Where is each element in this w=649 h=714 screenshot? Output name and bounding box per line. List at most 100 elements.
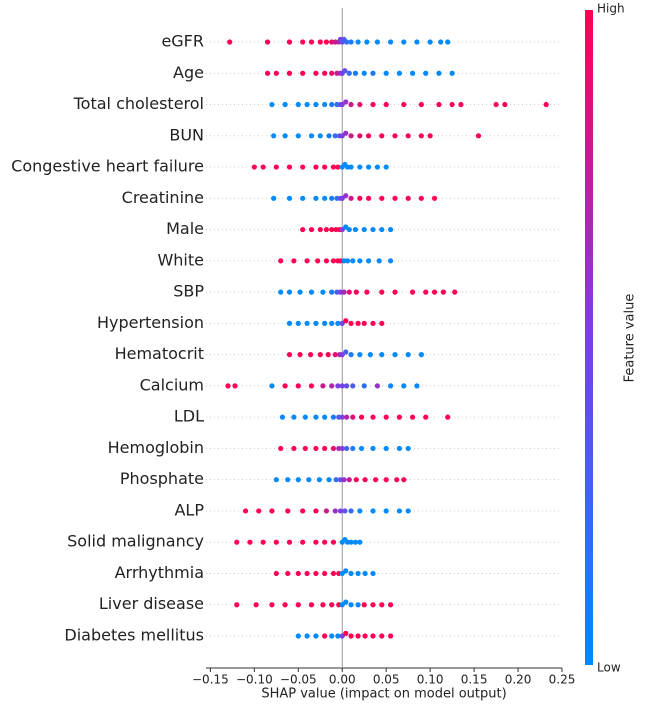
shap-point xyxy=(353,477,359,483)
shap-point xyxy=(286,39,293,45)
shap-point xyxy=(335,164,341,170)
shap-point xyxy=(348,39,354,45)
shap-point xyxy=(440,289,446,295)
shap-point xyxy=(348,508,354,514)
shap-point xyxy=(271,133,277,139)
shap-point xyxy=(502,101,508,108)
x-tick-label: −0.05 xyxy=(280,673,317,687)
shap-point xyxy=(300,539,306,545)
shap-point xyxy=(344,445,350,452)
shap-point xyxy=(285,508,291,514)
shap-point xyxy=(364,39,370,45)
shap-point xyxy=(326,133,332,139)
shap-point xyxy=(370,602,376,608)
shap-point xyxy=(313,633,319,639)
shap-point xyxy=(317,226,323,233)
feature-label: Phosphate xyxy=(120,469,204,488)
shap-point xyxy=(313,195,319,201)
shap-point xyxy=(387,258,394,264)
shap-point xyxy=(343,349,349,355)
shap-point xyxy=(300,195,306,201)
shap-point xyxy=(387,602,394,608)
shap-point xyxy=(300,226,306,233)
shap-point xyxy=(392,195,398,201)
feature-label: SBP xyxy=(173,282,204,301)
x-tick-label: 0.20 xyxy=(505,673,532,687)
shap-point xyxy=(302,445,308,452)
shap-point xyxy=(343,130,349,136)
shap-point xyxy=(282,101,288,108)
shap-point xyxy=(308,602,315,608)
shap-point xyxy=(379,133,385,139)
shap-point xyxy=(286,352,293,358)
colorbar-label: Feature value xyxy=(623,294,638,383)
shap-point xyxy=(278,258,284,264)
shap-point xyxy=(291,258,297,264)
shap-point xyxy=(355,39,361,45)
shap-point xyxy=(367,352,373,358)
shap-point xyxy=(383,508,389,514)
shap-point xyxy=(370,320,376,326)
shap-point xyxy=(414,383,420,389)
shap-point xyxy=(300,508,306,514)
shap-point xyxy=(308,39,315,45)
shap-point xyxy=(350,258,356,264)
shap-point xyxy=(357,539,363,545)
shap-point xyxy=(374,164,381,170)
shap-point xyxy=(346,70,352,76)
shap-point xyxy=(364,289,370,295)
shap-point xyxy=(329,101,335,108)
shap-point xyxy=(295,133,301,139)
shap-point xyxy=(344,258,351,264)
shap-point xyxy=(323,508,330,514)
shap-point xyxy=(352,226,359,233)
shap-point xyxy=(362,477,368,483)
shap-point xyxy=(339,383,345,389)
shap-point xyxy=(379,226,385,233)
shap-point xyxy=(273,539,279,545)
shap-point xyxy=(227,39,233,45)
shap-point xyxy=(286,289,293,295)
shap-point xyxy=(295,602,301,608)
shap-point xyxy=(313,414,319,420)
shap-point xyxy=(366,164,372,170)
shap-point xyxy=(348,320,354,326)
shap-point xyxy=(405,195,411,201)
shap-point xyxy=(322,70,328,76)
feature-label: Hemoglobin xyxy=(108,438,204,457)
shap-point xyxy=(374,383,381,389)
shap-point xyxy=(330,414,337,420)
shap-point xyxy=(320,383,326,389)
shap-point xyxy=(409,70,416,76)
shap-point xyxy=(409,414,416,420)
x-tick-label: −0.10 xyxy=(236,673,273,687)
shap-point xyxy=(396,508,402,514)
shap-point xyxy=(383,477,389,483)
feature-label: Hematocrit xyxy=(115,344,204,363)
shap-point xyxy=(304,258,310,264)
shap-point xyxy=(355,602,361,608)
shap-point xyxy=(295,383,301,389)
shap-point xyxy=(346,226,352,233)
shap-point xyxy=(316,477,322,483)
shap-point xyxy=(279,414,286,420)
shap-point xyxy=(260,539,266,545)
shap-point xyxy=(423,414,429,420)
shap-point xyxy=(357,352,363,358)
shap-point xyxy=(387,383,394,389)
feature-label: Hypertension xyxy=(97,313,204,332)
shap-point xyxy=(330,164,337,170)
shap-point xyxy=(322,195,328,201)
shap-point xyxy=(341,477,347,483)
shap-point xyxy=(401,383,407,389)
shap-point xyxy=(304,101,310,108)
x-tick-label: 0.00 xyxy=(329,673,356,687)
shap-point xyxy=(329,226,335,233)
shap-point xyxy=(373,477,379,483)
feature-label: ALP xyxy=(174,500,204,519)
shap-point xyxy=(286,539,293,545)
shap-point xyxy=(366,195,372,201)
shap-point xyxy=(379,602,385,608)
shap-point xyxy=(304,570,310,577)
shap-point xyxy=(323,226,330,233)
